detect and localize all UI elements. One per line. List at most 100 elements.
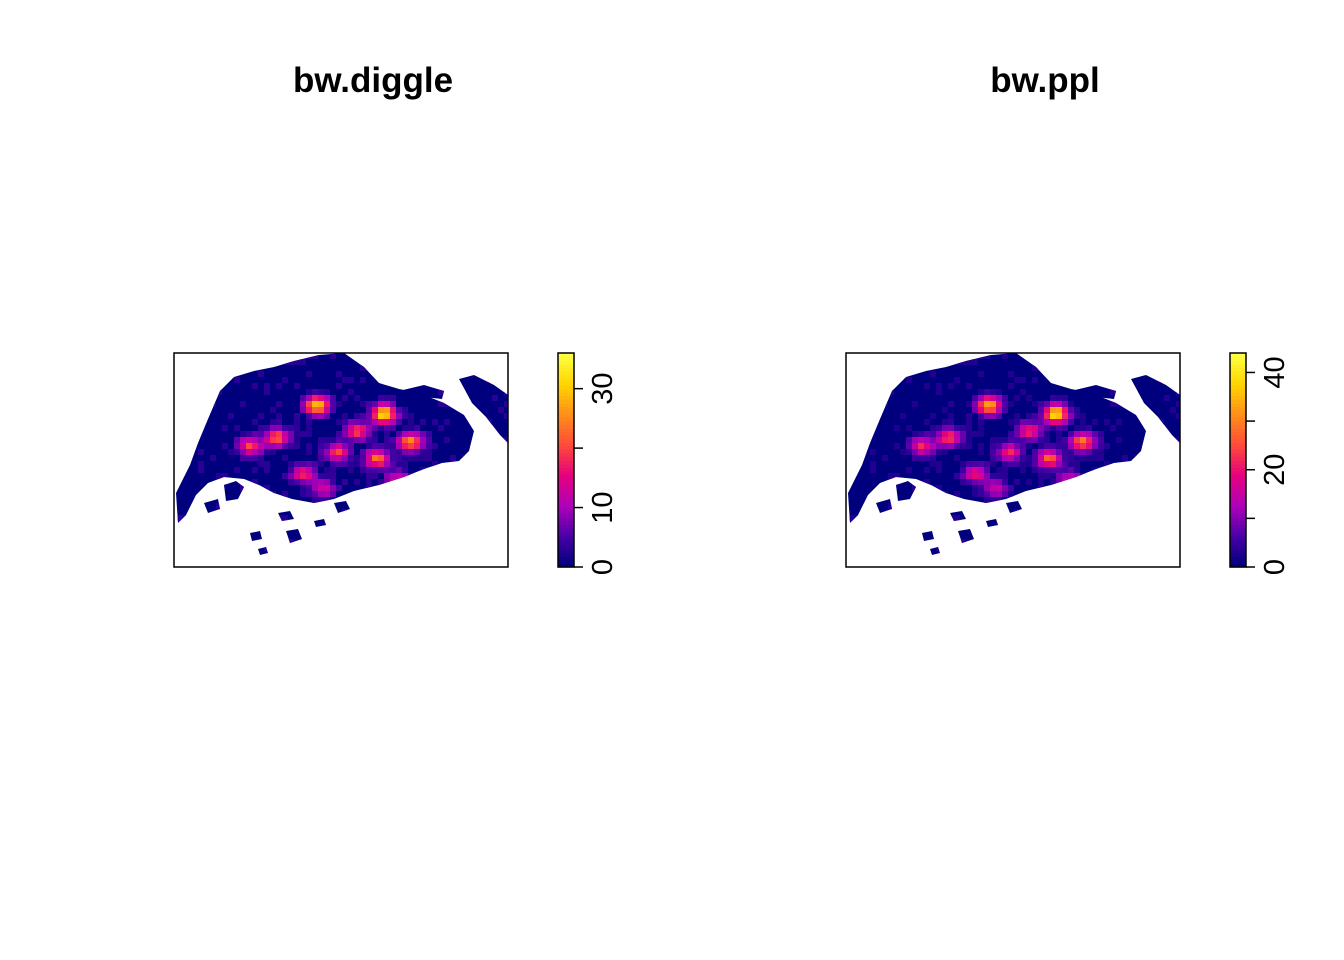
density-cell	[210, 563, 216, 569]
density-cell	[456, 365, 462, 371]
density-cell	[408, 419, 414, 425]
density-cell	[996, 521, 1002, 527]
density-cell	[966, 443, 972, 449]
density-cell	[324, 491, 330, 497]
density-cell	[276, 443, 282, 449]
density-cell	[486, 377, 492, 383]
colorbar-segment	[558, 559, 574, 565]
density-cell	[330, 473, 336, 479]
density-cell	[942, 407, 948, 413]
density-cell	[1086, 455, 1092, 461]
density-cell	[414, 431, 420, 437]
density-cell	[1092, 419, 1098, 425]
density-cell	[432, 443, 438, 449]
density-cell	[996, 563, 1002, 569]
density-cell	[1014, 455, 1020, 461]
density-cell	[378, 395, 384, 401]
density-cell	[1050, 551, 1056, 555]
density-cell	[264, 383, 270, 389]
density-cell	[1020, 431, 1026, 437]
density-cell	[1098, 455, 1104, 461]
density-cell	[336, 437, 342, 443]
density-cell	[966, 413, 972, 419]
density-cell	[402, 473, 408, 479]
density-cell	[336, 383, 342, 389]
density-cell	[372, 419, 378, 425]
density-cell	[918, 497, 924, 503]
density-cell	[966, 437, 972, 443]
density-cell	[1056, 485, 1062, 491]
density-cell	[306, 479, 312, 485]
density-cell	[408, 437, 414, 443]
density-cell	[438, 377, 444, 383]
density-cell	[294, 557, 300, 563]
density-cell	[1134, 521, 1140, 527]
density-cell	[330, 503, 336, 509]
density-cell	[498, 383, 504, 389]
density-cell	[444, 551, 450, 555]
density-cell	[996, 491, 1002, 497]
density-cell	[294, 443, 300, 449]
density-cell	[1098, 473, 1104, 479]
density-cell	[1086, 431, 1092, 437]
density-cell	[1014, 509, 1020, 515]
density-cell	[1038, 461, 1044, 467]
density-cell	[1032, 431, 1038, 437]
colorbar-segment	[558, 417, 574, 422]
density-cell	[894, 479, 900, 485]
density-cell	[1020, 467, 1026, 473]
density-cell	[1032, 455, 1038, 461]
density-cell	[300, 467, 306, 473]
density-cell	[1032, 365, 1038, 371]
density-cell	[390, 401, 396, 407]
density-cell	[990, 407, 996, 413]
density-cell	[912, 449, 918, 455]
density-cell	[432, 551, 438, 555]
colorbar-segment	[558, 470, 574, 475]
density-cell	[1098, 551, 1104, 555]
density-cell	[1074, 437, 1080, 443]
density-cell	[504, 413, 508, 419]
density-cell	[366, 419, 372, 425]
colorbar-segment	[558, 481, 574, 486]
colorbar-segment	[558, 520, 574, 525]
density-cell	[1074, 449, 1080, 455]
density-cell	[366, 401, 372, 407]
density-cell	[1104, 551, 1110, 555]
density-cell	[414, 437, 420, 443]
density-cell	[1122, 359, 1128, 365]
density-cell	[252, 479, 258, 485]
density-cell	[336, 461, 342, 467]
density-cell	[918, 449, 924, 455]
density-cell	[948, 437, 954, 443]
density-cell	[504, 497, 508, 503]
density-cell	[468, 407, 474, 413]
density-cell	[1026, 431, 1032, 437]
density-cell	[378, 449, 384, 455]
density-cell	[1068, 407, 1074, 413]
density-cell	[402, 467, 408, 473]
density-cell	[372, 539, 378, 545]
density-cell	[984, 497, 990, 503]
colorbar-segment	[1230, 445, 1246, 450]
density-cell	[492, 437, 498, 443]
density-cell	[1176, 437, 1180, 443]
density-cell	[288, 425, 294, 431]
density-cell	[336, 485, 342, 491]
density-cell	[312, 389, 318, 395]
density-cell	[936, 389, 942, 395]
density-cell	[360, 455, 366, 461]
density-cell	[198, 497, 204, 503]
density-cell	[978, 473, 984, 479]
density-cell	[366, 449, 372, 455]
density-cell	[264, 563, 270, 569]
density-cell	[390, 413, 396, 419]
density-cell	[966, 473, 972, 479]
density-cell	[1080, 431, 1086, 437]
density-cell	[954, 455, 960, 461]
density-cell	[480, 563, 486, 569]
density-cell	[1020, 419, 1026, 425]
density-cell	[216, 389, 222, 395]
density-cell	[1014, 449, 1020, 455]
density-cell	[1062, 467, 1068, 473]
